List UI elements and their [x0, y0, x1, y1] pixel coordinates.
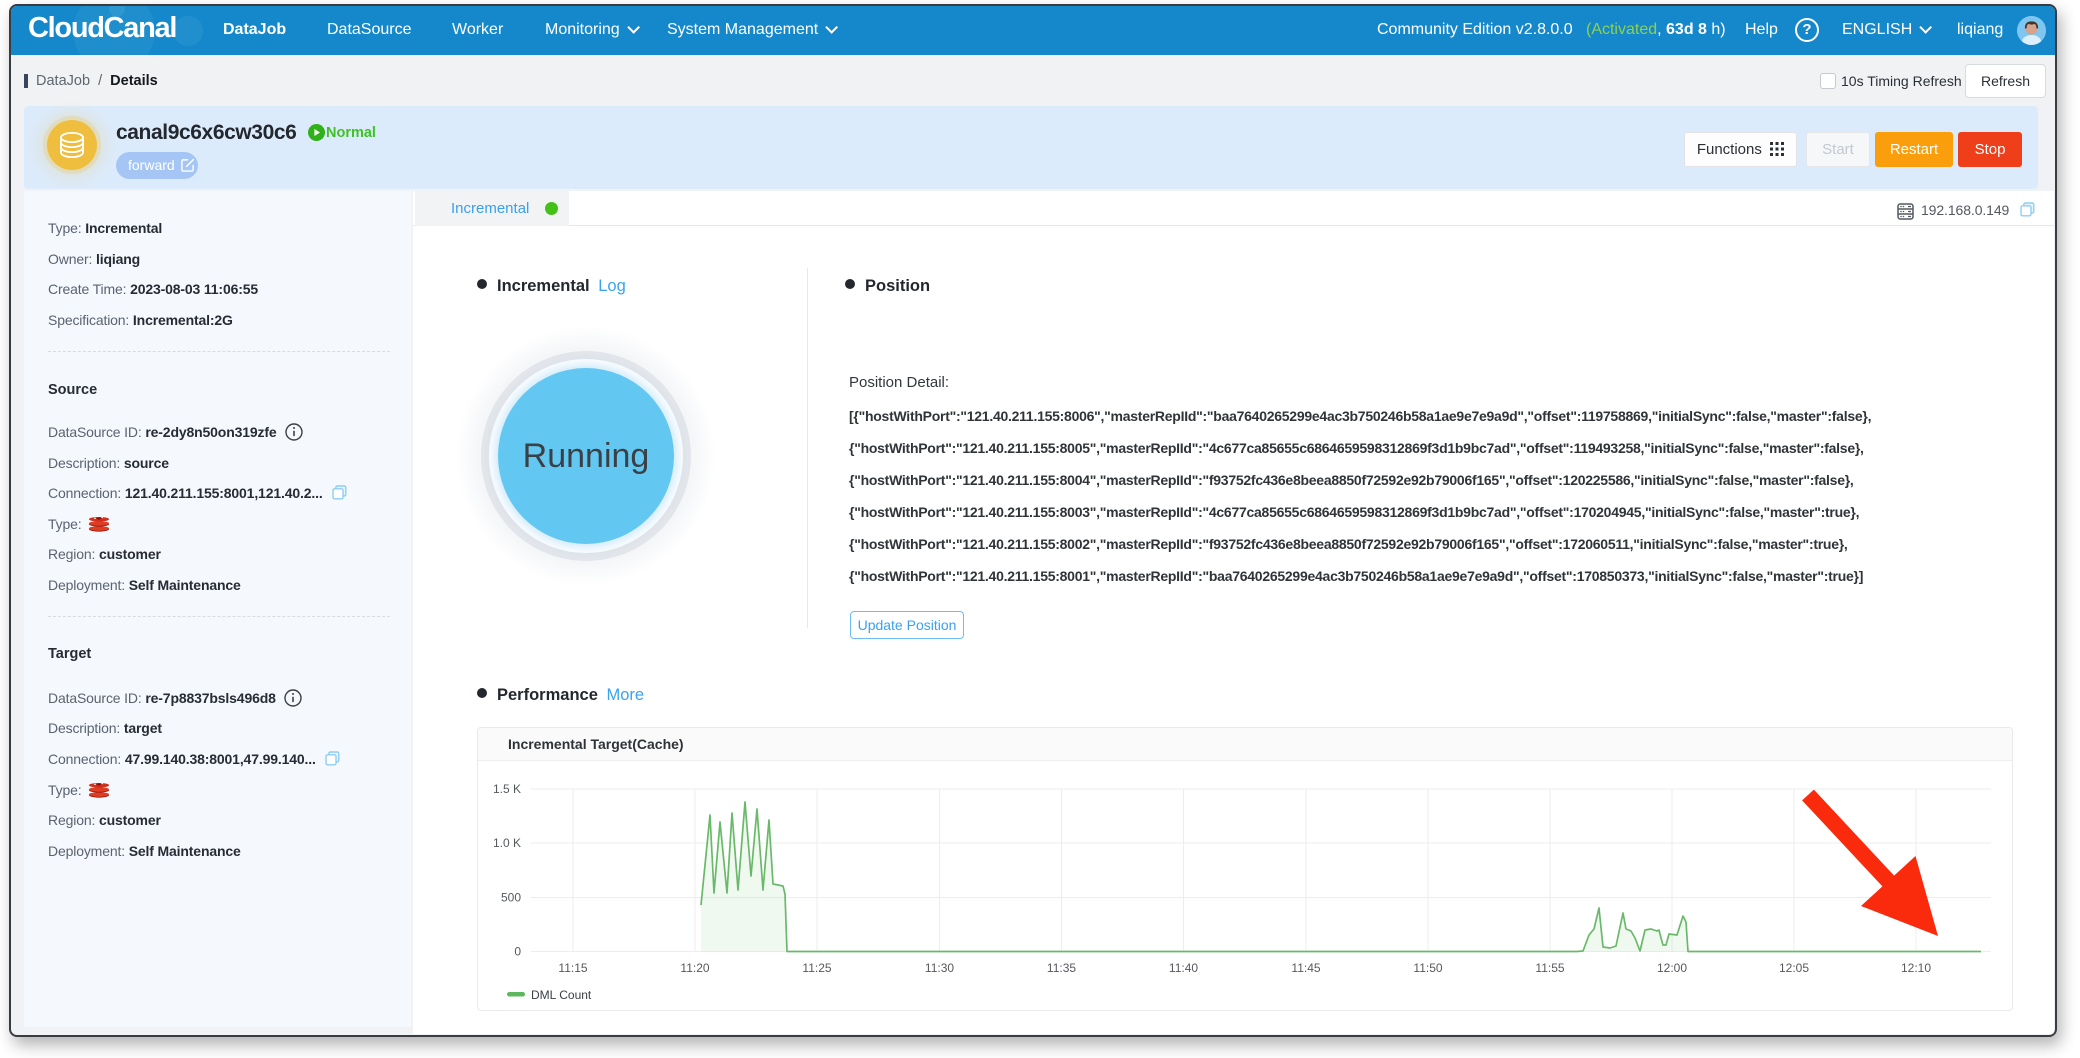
svg-text:0: 0: [514, 945, 521, 959]
svg-text:11:25: 11:25: [802, 961, 831, 975]
svg-text:1.0 K: 1.0 K: [493, 836, 521, 850]
svg-text:12:00: 12:00: [1657, 961, 1687, 975]
svg-text:12:10: 12:10: [1901, 961, 1931, 975]
svg-text:11:20: 11:20: [680, 961, 709, 975]
svg-text:11:30: 11:30: [925, 961, 954, 975]
svg-text:11:55: 11:55: [1535, 961, 1564, 975]
svg-text:1.5 K: 1.5 K: [493, 782, 521, 796]
svg-text:11:35: 11:35: [1047, 961, 1076, 975]
svg-text:11:45: 11:45: [1291, 961, 1320, 975]
svg-text:11:40: 11:40: [1169, 961, 1198, 975]
svg-text:DML Count: DML Count: [531, 988, 592, 1002]
svg-text:11:50: 11:50: [1413, 961, 1442, 975]
svg-text:11:15: 11:15: [558, 961, 587, 975]
svg-text:12:05: 12:05: [1779, 961, 1809, 975]
svg-text:500: 500: [501, 891, 521, 905]
